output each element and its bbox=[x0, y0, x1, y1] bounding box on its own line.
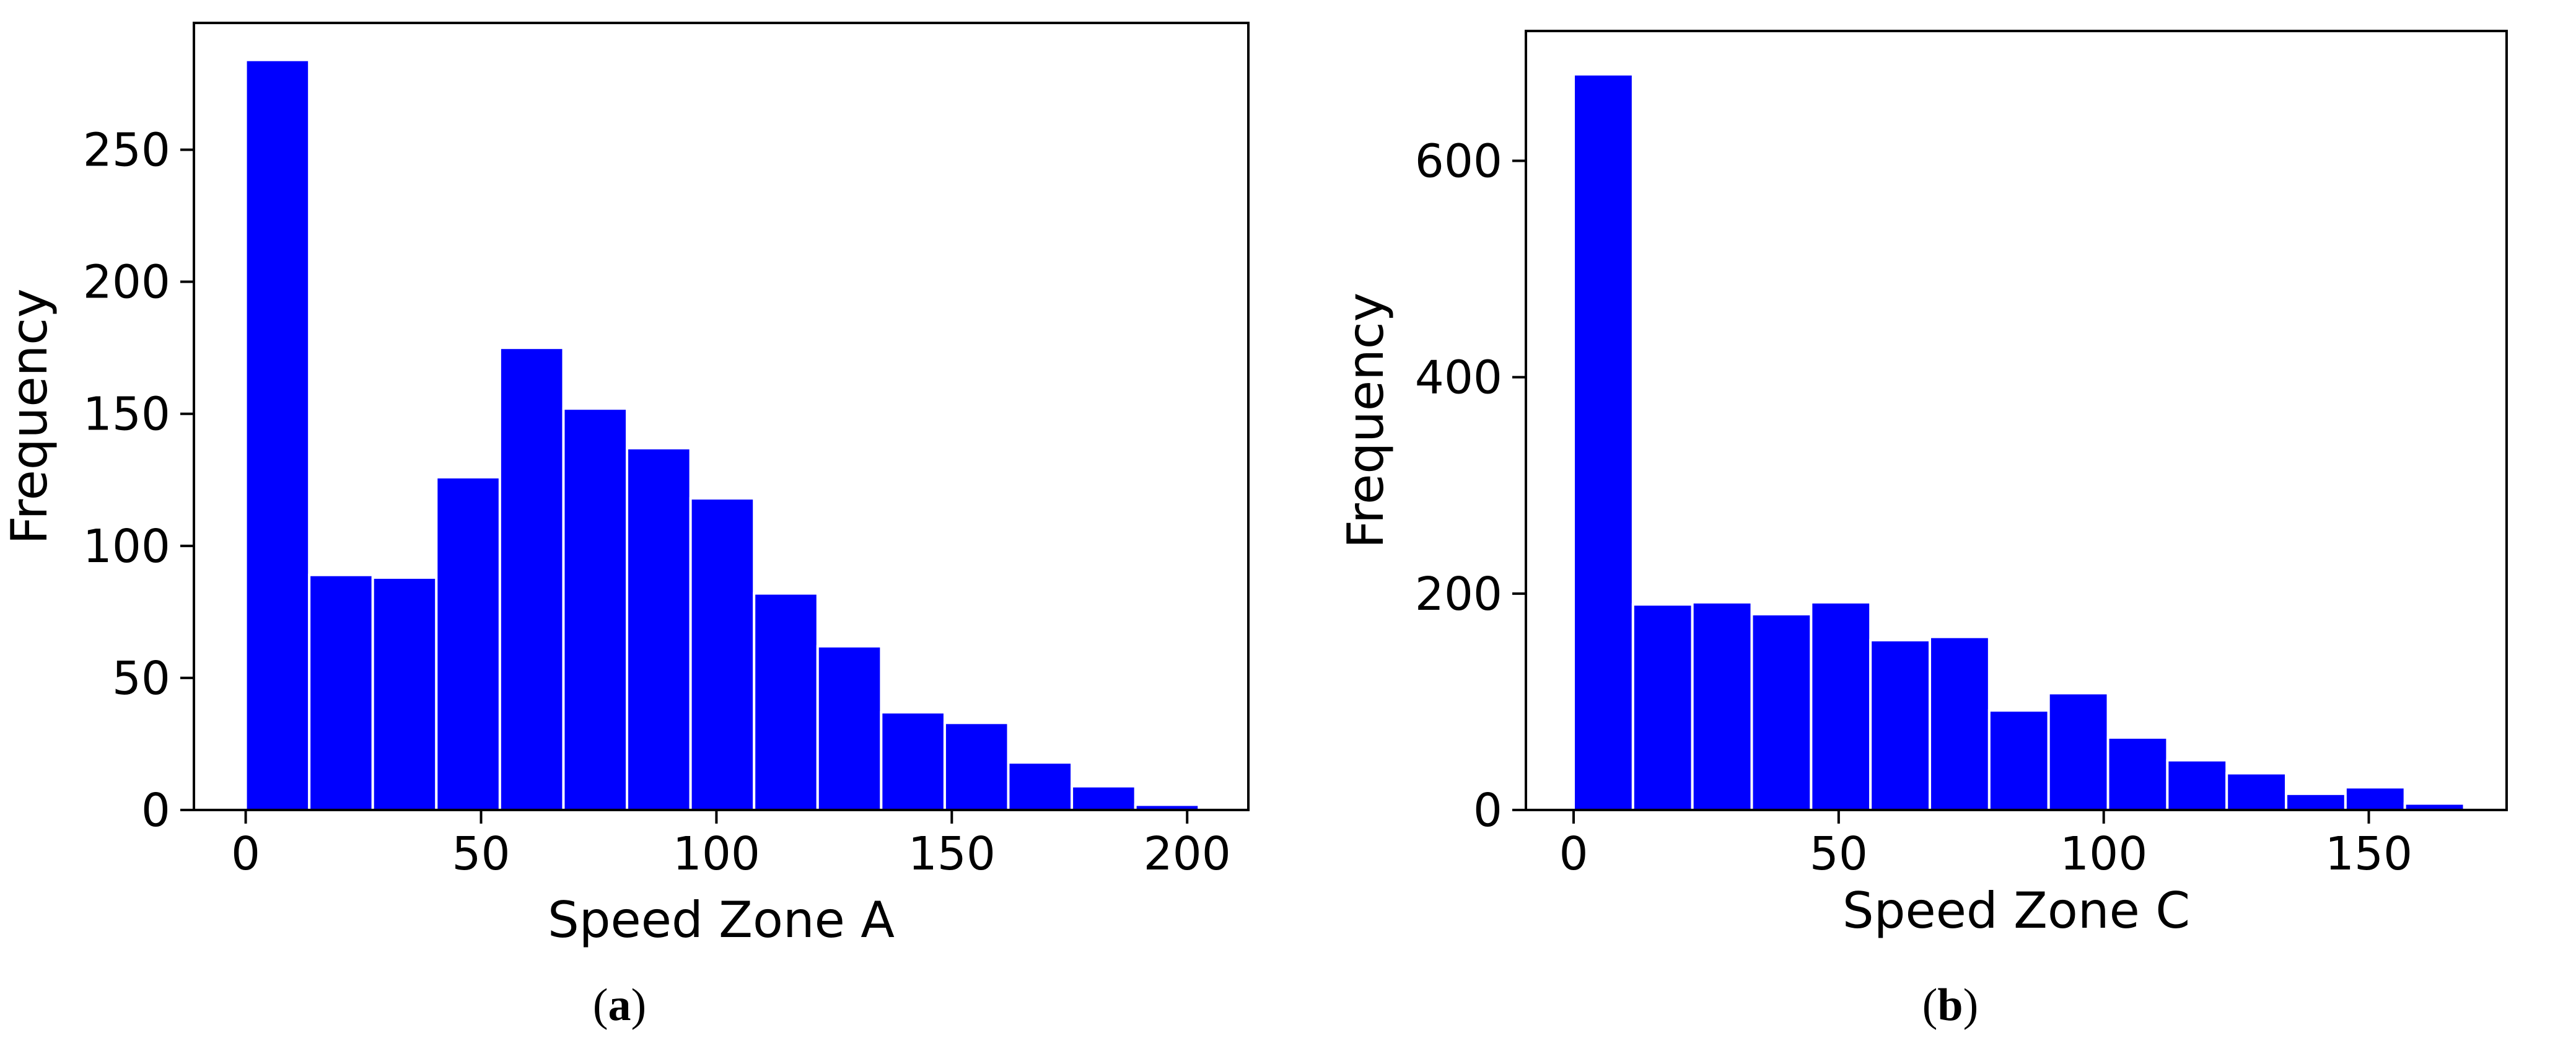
histogram-bar-b-13 bbox=[2285, 792, 2347, 811]
histogram-bar-b-7 bbox=[1929, 635, 1991, 811]
x-tick-label-a-50: 50 bbox=[452, 827, 510, 881]
y-tick-label-b-200: 200 bbox=[1415, 568, 1502, 621]
x-tick-label-b-100: 100 bbox=[2060, 827, 2147, 881]
y-tick-label-a-50: 50 bbox=[112, 652, 170, 705]
x-tick-label-a-0: 0 bbox=[231, 827, 260, 881]
histogram-bar-b-10 bbox=[2106, 736, 2169, 812]
histogram-bar-b-8 bbox=[1987, 709, 2050, 811]
panel-caption-b: (b) bbox=[1922, 980, 1978, 1031]
caption-close-paren-a: ) bbox=[631, 980, 647, 1031]
histogram-bar-b-9 bbox=[2047, 692, 2109, 811]
x-tick-label-b-150: 150 bbox=[2325, 827, 2412, 881]
y-ticks-a: 0 50 100 150 200 250 bbox=[83, 124, 194, 837]
histogram-bar-a-1 bbox=[244, 58, 311, 811]
histogram-bar-a-10 bbox=[816, 645, 883, 812]
histogram-bar-b-3 bbox=[1691, 601, 1753, 811]
bars-group-a bbox=[244, 58, 1201, 812]
histogram-bar-b-2 bbox=[1631, 603, 1694, 812]
histogram-bar-b-11 bbox=[2166, 759, 2228, 811]
x-tick-label-a-200: 200 bbox=[1144, 827, 1231, 881]
y-ticks-b: 0 200 400 600 bbox=[1415, 135, 1526, 837]
x-tick-label-b-0: 0 bbox=[1559, 827, 1588, 881]
x-tick-label-a-100: 100 bbox=[673, 827, 760, 881]
y-tick-label-b-400: 400 bbox=[1415, 351, 1502, 405]
plot-frame-a bbox=[193, 22, 1250, 811]
histogram-bar-a-7 bbox=[626, 447, 692, 811]
caption-letter-a: a bbox=[608, 980, 631, 1031]
y-tick-label-b-600: 600 bbox=[1415, 135, 1502, 188]
x-axis-label-b: Speed Zone C bbox=[1842, 882, 2190, 940]
caption-letter-b: b bbox=[1937, 980, 1963, 1031]
y-axis-label-b: Frequency bbox=[1337, 293, 1395, 548]
histogram-bar-b-1 bbox=[1572, 73, 1634, 811]
x-tick-label-b-50: 50 bbox=[1810, 827, 1868, 881]
histogram-bar-b-5 bbox=[1810, 601, 1872, 811]
y-tick-label-b-0: 0 bbox=[1473, 784, 1502, 837]
histogram-bar-b-6 bbox=[1869, 638, 1932, 811]
histogram-bar-a-9 bbox=[753, 592, 819, 811]
y-tick-label-a-100: 100 bbox=[83, 520, 170, 573]
histogram-panel-b: 0 50 100 150 0 200 400 600 Speed Zone C Freque… bbox=[1337, 30, 2508, 1031]
x-axis-label-a: Speed Zone A bbox=[548, 891, 895, 949]
x-tick-label-a-150: 150 bbox=[908, 827, 996, 881]
y-tick-label-a-250: 250 bbox=[83, 124, 170, 177]
y-tick-label-a-200: 200 bbox=[83, 256, 170, 309]
y-tick-label-a-0: 0 bbox=[141, 784, 170, 837]
caption-close-paren-b: ) bbox=[1963, 980, 1979, 1031]
histogram-bar-a-14 bbox=[1071, 785, 1137, 811]
x-ticks-b: 0 50 100 150 bbox=[1559, 810, 2412, 881]
histogram-bar-b-14 bbox=[2344, 786, 2406, 812]
histogram-bar-b-12 bbox=[2225, 772, 2288, 812]
histogram-bar-a-12 bbox=[943, 721, 1010, 812]
histogram-bar-a-2 bbox=[308, 573, 374, 811]
panel-caption-a: (a) bbox=[593, 980, 646, 1031]
bars-group-b bbox=[1572, 73, 2466, 812]
x-ticks-a: 0 50 100 150 200 bbox=[231, 810, 1231, 881]
histogram-bar-a-8 bbox=[689, 497, 756, 811]
plot-frame-b bbox=[1525, 30, 2508, 811]
histogram-bar-a-13 bbox=[1007, 761, 1074, 811]
caption-open-paren-b: ( bbox=[1922, 980, 1938, 1031]
histogram-bar-a-4 bbox=[435, 476, 501, 811]
histogram-bar-a-11 bbox=[880, 711, 946, 811]
histogram-bar-b-4 bbox=[1750, 613, 1813, 811]
caption-open-paren-a: ( bbox=[593, 980, 608, 1031]
histogram-bar-a-3 bbox=[371, 576, 438, 811]
histogram-bar-a-5 bbox=[498, 346, 565, 811]
histogram-panel-a: 0 50 100 150 200 0 50 100 150 200 250 Speed Zone … bbox=[1, 22, 1250, 1031]
histogram-bar-a-6 bbox=[562, 407, 629, 811]
y-axis-label-a: Frequency bbox=[1, 288, 58, 544]
y-tick-label-a-150: 150 bbox=[83, 388, 170, 441]
